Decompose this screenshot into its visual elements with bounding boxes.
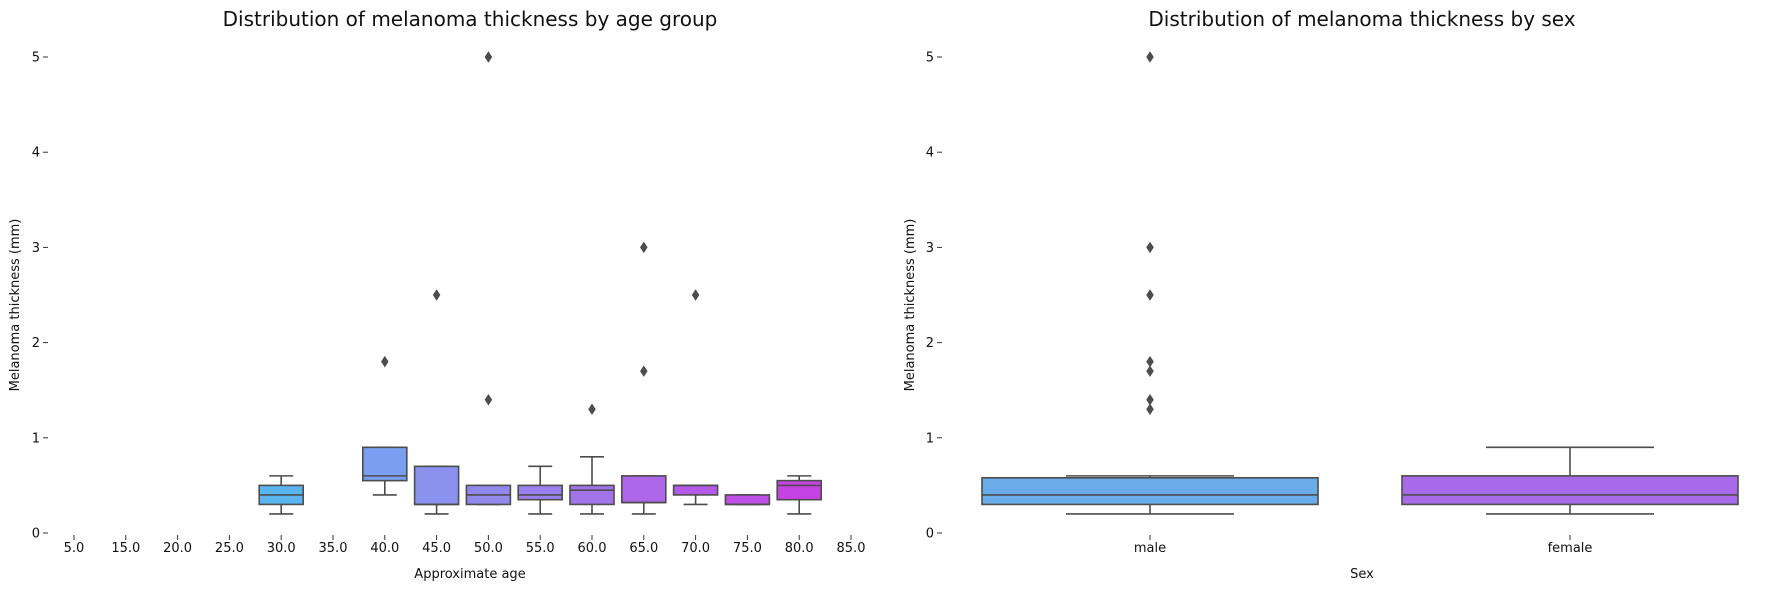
x-ticks: male female <box>1134 535 1593 556</box>
box-80-0 <box>776 479 823 501</box>
outlier-point <box>1146 393 1154 406</box>
chart-title: Distribution of melanoma thickness by ag… <box>223 7 718 31</box>
outlier-point <box>1146 51 1154 63</box>
x-tick-label: 30.0 <box>267 541 296 556</box>
y-tick-label: 3 <box>32 241 40 256</box>
box-65-0 <box>620 475 667 504</box>
outlier-point <box>691 289 700 301</box>
x-tick-label: 45.0 <box>422 541 451 556</box>
x-axis-label: Approximate age <box>414 567 525 582</box>
x-tick-label: 40.0 <box>370 541 399 556</box>
y-axis-label: Melanoma thickness (mm) <box>8 219 23 392</box>
outlier-point <box>484 51 493 63</box>
box-70-0 <box>672 484 719 496</box>
x-tick-label: 65.0 <box>629 541 658 556</box>
box-female <box>1401 475 1739 506</box>
outlier-point <box>484 393 493 406</box>
outlier-point <box>1146 365 1154 377</box>
y-tick-label: 4 <box>926 146 934 161</box>
y-tick-label: 3 <box>926 241 934 256</box>
x-tick-label: 5.0 <box>64 541 85 556</box>
chart-panel-sex: Distribution of melanoma thickness by se… <box>903 7 1739 582</box>
box-male <box>981 476 1319 506</box>
outlier-point <box>1146 241 1154 254</box>
y-tick-label: 2 <box>32 336 40 351</box>
x-tick-label: male <box>1134 541 1166 556</box>
x-tick-label: 35.0 <box>319 541 348 556</box>
box-series <box>258 51 823 515</box>
x-tick-label: 70.0 <box>681 541 710 556</box>
y-tick-label: 0 <box>32 527 40 542</box>
x-tick-label: 60.0 <box>578 541 607 556</box>
x-axis-label: Sex <box>1350 567 1374 582</box>
x-tick-label: 15.0 <box>111 541 140 556</box>
y-tick-label: 5 <box>32 51 40 66</box>
x-tick-label: 85.0 <box>837 541 866 556</box>
outlier-point <box>588 403 596 415</box>
x-tick-label: 55.0 <box>526 541 555 556</box>
box-45-0 <box>413 465 460 506</box>
x-tick-label: 20.0 <box>163 541 192 556</box>
x-tick-label: 75.0 <box>733 541 762 556</box>
y-ticks: 0 1 2 3 4 5 <box>926 51 942 542</box>
outlier-point <box>640 241 648 254</box>
y-axis-label: Melanoma thickness (mm) <box>903 219 918 392</box>
chart-panel-age: Distribution of melanoma thickness by ag… <box>8 7 865 582</box>
outlier-point <box>640 365 648 377</box>
box-series <box>981 51 1739 515</box>
outlier-point <box>1146 355 1154 368</box>
chart-title: Distribution of melanoma thickness by se… <box>1148 7 1575 31</box>
x-tick-label: 50.0 <box>474 541 503 556</box>
x-tick-label: 25.0 <box>215 541 244 556</box>
outlier-point <box>1146 403 1154 415</box>
outlier-point <box>1146 289 1154 301</box>
box-75-0 <box>724 494 771 506</box>
y-tick-label: 2 <box>926 336 934 351</box>
y-tick-label: 4 <box>32 146 40 161</box>
box-60-0 <box>569 484 615 506</box>
y-ticks: 0 1 2 3 4 5 <box>32 51 48 542</box>
box-55-0 <box>517 484 564 501</box>
outlier-point <box>381 355 389 368</box>
y-tick-label: 5 <box>926 51 934 66</box>
y-tick-label: 1 <box>926 431 934 446</box>
x-tick-label: female <box>1548 541 1593 556</box>
outlier-point <box>432 289 441 301</box>
x-ticks: 5.0 15.0 20.0 25.0 30.0 35.0 40.0 45.0 50.0 55.0 6… <box>64 535 866 556</box>
x-tick-label: 80.0 <box>785 541 814 556</box>
y-tick-label: 0 <box>926 527 934 542</box>
y-tick-label: 1 <box>32 431 40 446</box>
